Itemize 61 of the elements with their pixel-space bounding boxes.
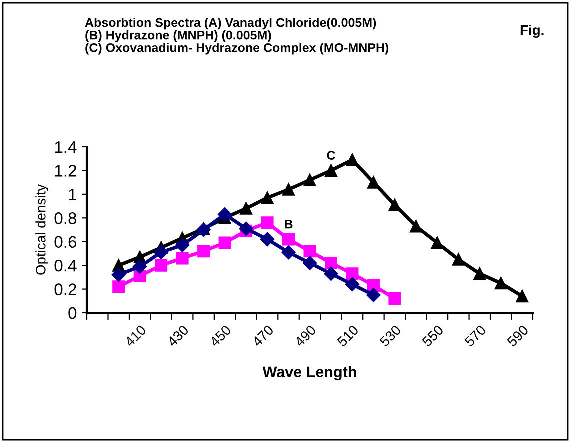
point	[133, 260, 148, 274]
x-tick-label: 450	[209, 324, 232, 348]
point	[176, 252, 189, 265]
y-axis-title: Optical density	[36, 184, 49, 275]
x-tick-label: 530	[379, 324, 402, 348]
point	[388, 198, 402, 212]
x-tick-label: 590	[506, 324, 530, 348]
point	[324, 256, 338, 270]
point	[218, 208, 232, 222]
point	[388, 292, 402, 306]
point	[261, 192, 274, 204]
point	[155, 259, 168, 272]
x-tick-label: 410	[124, 324, 147, 348]
point	[239, 222, 254, 236]
point	[198, 245, 210, 258]
point	[345, 277, 360, 292]
point	[324, 164, 338, 177]
point	[112, 280, 126, 294]
point	[366, 288, 381, 302]
x-tick-label: 430	[166, 324, 190, 348]
point	[240, 202, 253, 215]
text: Fig.	[520, 24, 544, 38]
series-label: B	[285, 220, 293, 229]
point	[260, 232, 275, 247]
point	[367, 176, 380, 189]
point	[324, 266, 338, 281]
x-tick-label: 470	[252, 324, 274, 348]
point	[346, 154, 359, 166]
point	[304, 245, 316, 258]
point	[452, 253, 465, 266]
point	[175, 238, 190, 252]
y-tick-label: 1	[69, 189, 76, 200]
point	[410, 220, 422, 233]
x-tick-label: 550	[422, 324, 444, 348]
point	[516, 290, 529, 303]
point	[282, 233, 296, 246]
point	[261, 216, 274, 230]
point	[282, 245, 296, 260]
y-tick-label: 0.6	[54, 236, 77, 248]
point	[304, 174, 316, 186]
x-tick-label: 510	[336, 324, 360, 348]
point	[154, 245, 168, 260]
y-tick-label: 0.8	[54, 212, 77, 224]
x-axis-title: Wave Length	[262, 366, 356, 381]
point	[346, 268, 359, 280]
chart-title: Absorbtion Spectra (A) Vanadyl Chloride(0.005M) (B) Hydrazone (MNPH) (0.005M) (C) Oxovanadium- Hydrazone Complex (MO-MNPH)	[85, 18, 389, 55]
point	[218, 236, 232, 250]
point	[302, 256, 318, 270]
y-tick-label: 1.4	[55, 142, 77, 154]
series-label: C	[327, 151, 336, 160]
x-tick-label: 570	[464, 324, 487, 348]
y-tick-label: 0.4	[54, 260, 77, 272]
y-tick-label: 0	[68, 307, 77, 320]
point	[474, 268, 486, 280]
point	[494, 277, 508, 290]
point	[431, 236, 444, 250]
y-tick-label: 0.2	[54, 284, 76, 296]
point	[112, 268, 126, 282]
point	[282, 183, 296, 196]
x-tick-label: 490	[294, 324, 317, 348]
y-tick-label: 1.2	[55, 165, 76, 177]
